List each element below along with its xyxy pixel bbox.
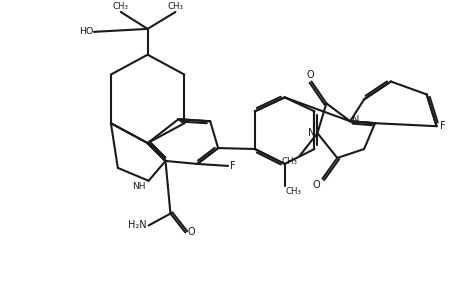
Text: HO: HO [79,27,93,36]
Text: CH₃: CH₃ [113,2,129,11]
Text: NH: NH [132,182,146,191]
Text: CH₃: CH₃ [286,187,302,196]
Text: H₂N: H₂N [128,220,147,230]
Text: F: F [230,161,236,171]
Text: O: O [187,227,195,237]
Text: CH₃: CH₃ [282,157,297,166]
Text: CH₃: CH₃ [168,2,184,11]
Text: F: F [439,121,445,131]
Text: N: N [352,115,360,125]
Text: N: N [308,128,315,138]
Text: O: O [313,180,320,190]
Text: O: O [307,70,314,80]
